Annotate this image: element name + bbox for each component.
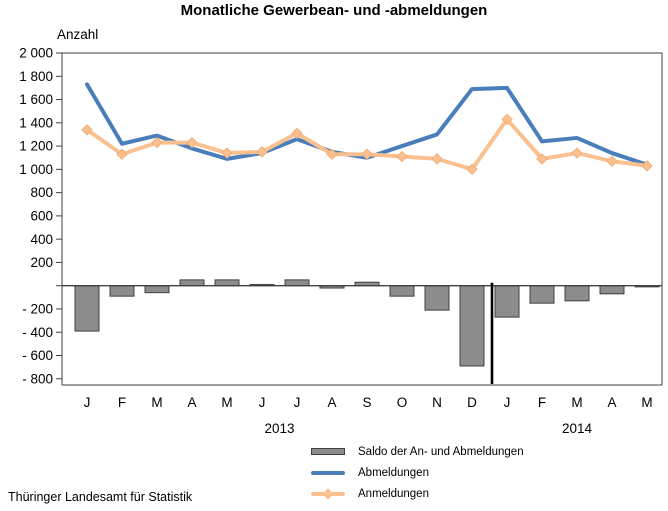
legend-item-saldo: Saldo der An- und Abmeldungen — [311, 441, 524, 462]
anmeldungen-line — [85, 117, 649, 172]
anmeldungen-marker — [606, 155, 618, 167]
y-tick-label: - 800 — [22, 371, 53, 386]
y-axis-title: Anzahl — [57, 27, 99, 42]
anmeldungen-marker — [571, 147, 583, 159]
anmeldungen-marker — [151, 136, 163, 149]
anmeldungen-marker — [396, 150, 408, 163]
x-tick-label: F — [538, 395, 546, 410]
abmeldungen-line-swatch-icon — [311, 470, 345, 475]
x-tick-label: A — [327, 395, 336, 410]
source-attribution: Thüringer Landesamt für Statistik — [8, 490, 193, 504]
saldo-bar — [389, 285, 415, 297]
x-tick-label: N — [432, 395, 442, 410]
saldo-bar — [564, 285, 590, 302]
legend-label-anmeldungen: Anmeldungen — [358, 487, 429, 500]
legend-item-abmeldungen: Abmeldungen — [311, 462, 524, 483]
x-tick-label: O — [397, 395, 408, 410]
anmeldungen-line-swatch-icon — [311, 487, 345, 500]
y-tick-label: 1 400 — [19, 115, 53, 130]
y-tick-label: 200 — [30, 255, 53, 270]
x-tick-label: D — [467, 395, 477, 410]
anmeldungen-marker — [221, 147, 233, 159]
x-tick-label: J — [504, 395, 511, 410]
y-tick-label: - 600 — [22, 348, 53, 363]
legend-label-abmeldungen: Abmeldungen — [358, 466, 429, 479]
saldo-bar — [214, 279, 240, 287]
anmeldungen-marker — [116, 148, 128, 160]
x-tick-label: F — [118, 395, 126, 410]
saldo-bar — [494, 285, 520, 318]
year-label: 2013 — [264, 421, 294, 436]
x-tick-label: A — [187, 395, 196, 410]
x-tick-label: M — [221, 395, 232, 410]
saldo-bar — [109, 285, 135, 297]
anmeldungen-marker — [81, 124, 93, 136]
y-tick-label: 2 000 — [19, 46, 53, 61]
y-tick-label: 1 800 — [19, 69, 53, 84]
anmeldungen-marker — [641, 160, 653, 172]
saldo-bar-swatch-icon — [311, 448, 345, 455]
legend-item-anmeldungen: Anmeldungen — [311, 483, 524, 504]
anmeldungen-marker — [431, 153, 443, 165]
anmeldungen-marker — [361, 148, 373, 160]
anmeldungen-marker — [501, 113, 513, 126]
y-tick-label: - 200 — [22, 302, 53, 317]
x-tick-label: J — [84, 395, 91, 410]
legend-label-saldo: Saldo der An- und Abmeldungen — [358, 445, 524, 458]
anmeldungen-marker — [186, 136, 198, 149]
x-tick-label: M — [151, 395, 162, 410]
y-tick-label: 400 — [30, 232, 53, 247]
y-tick-label: 1 600 — [19, 92, 53, 107]
y-tick-label: 800 — [30, 185, 53, 200]
y-tick-label: - 400 — [22, 325, 53, 340]
x-tick-label: J — [259, 395, 266, 410]
y-tick-label: 600 — [30, 208, 53, 223]
x-tick-label: M — [641, 395, 652, 410]
saldo-bar — [74, 285, 100, 332]
year-label: 2014 — [562, 421, 593, 436]
legend: Saldo der An- und Abmeldungen Abmeldunge… — [311, 441, 524, 504]
x-tick-label: A — [607, 395, 616, 410]
saldo-bar — [459, 285, 485, 367]
anmeldungen-marker — [291, 127, 303, 139]
saldo-bar — [424, 285, 450, 311]
saldo-bar — [529, 285, 555, 304]
anmeldungen-marker — [536, 153, 548, 165]
x-tick-label: S — [362, 395, 371, 410]
saldo-bar — [599, 285, 625, 295]
x-tick-label: M — [571, 395, 582, 410]
y-tick-label: 1 200 — [19, 139, 53, 154]
y-tick-label: 1 000 — [19, 162, 53, 177]
x-tick-label: J — [294, 395, 301, 410]
saldo-bar — [144, 285, 170, 294]
anmeldungen-marker — [326, 148, 338, 160]
anmeldungen-marker — [466, 163, 478, 176]
saldo-bar — [284, 279, 310, 287]
anmeldungen-marker — [256, 146, 268, 158]
plot-frame — [61, 52, 663, 386]
saldo-bar — [179, 279, 205, 287]
chart-title: Monatliche Gewerbean- und -abmeldungen — [180, 2, 488, 19]
